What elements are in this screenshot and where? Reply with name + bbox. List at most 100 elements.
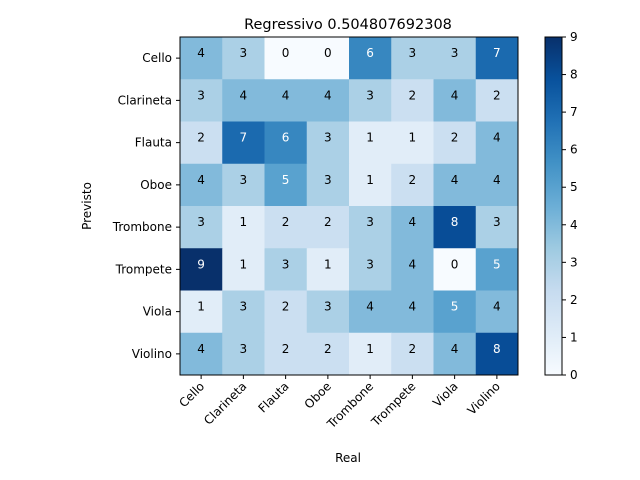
x-tick-label: Viola	[430, 379, 461, 410]
heatmap-cell	[180, 79, 223, 122]
cell-value-label: 3	[409, 46, 417, 60]
cell-value-label: 3	[324, 173, 332, 187]
heatmap-cell	[433, 163, 477, 207]
heatmap-cell	[475, 290, 519, 334]
heatmap-cell	[391, 163, 434, 207]
cell-value-label: 3	[282, 257, 290, 271]
heatmap-cell	[222, 37, 265, 80]
cell-value-label: 2	[197, 131, 205, 145]
cell-value-label: 7	[240, 131, 248, 145]
colorbar-tick-label: 5	[570, 180, 578, 194]
heatmap-cell	[391, 332, 434, 376]
heatmap-cell	[180, 121, 223, 165]
heatmap-cell	[391, 248, 434, 291]
cell-value-label: 8	[451, 215, 459, 229]
heatmap-cell	[222, 332, 265, 376]
y-tick-label: Oboe	[140, 178, 172, 192]
cell-value-label: 3	[240, 342, 248, 356]
heatmap-cell	[391, 290, 434, 334]
cell-value-label: 4	[366, 300, 374, 314]
heatmap-cell	[180, 332, 223, 376]
heatmap-cell	[349, 121, 392, 165]
cell-value-label: 1	[240, 215, 248, 229]
cell-value-label: 5	[493, 257, 501, 271]
y-tick-label: Violino	[132, 347, 172, 361]
cell-value-label: 2	[282, 342, 290, 356]
heatmap-cell	[349, 79, 392, 122]
y-tick-label: Clarineta	[118, 93, 172, 107]
cell-value-label: 4	[197, 342, 205, 356]
cell-value-label: 2	[282, 300, 290, 314]
heatmap-cell	[475, 206, 519, 249]
cell-value-label: 3	[324, 300, 332, 314]
heatmap-cell	[433, 37, 477, 80]
cell-value-label: 3	[240, 46, 248, 60]
cell-value-label: 1	[197, 300, 205, 314]
heatmap-cell	[222, 206, 265, 249]
cell-value-label: 2	[324, 215, 332, 229]
cell-value-label: 4	[240, 88, 248, 102]
heatmap-cell	[475, 332, 519, 376]
colorbar-tick-label: 9	[570, 30, 578, 44]
cell-value-label: 2	[493, 88, 501, 102]
cell-value-label: 2	[282, 215, 290, 229]
cell-value-label: 4	[197, 46, 205, 60]
heatmap-cell	[475, 121, 519, 165]
heatmap-cell	[264, 290, 308, 334]
cell-value-label: 4	[451, 173, 459, 187]
heatmap-cell	[433, 290, 477, 334]
cell-value-label: 6	[366, 46, 374, 60]
chart-title: Regressivo 0.504807692308	[244, 17, 452, 33]
heatmap-cells: 4 3 0 0 6 3 3 7 3 4 4 4 3 2 4 2 2 7 6 3 1 1 2 4 4 3 5 3 1 2 4 4 3 1 2 2 3 4 8 3…	[180, 37, 519, 376]
cell-value-label: 4	[409, 257, 417, 271]
x-tick-label: Oboe	[302, 379, 334, 411]
colorbar-tick-label: 4	[570, 218, 578, 232]
heatmap-cell	[222, 79, 265, 122]
cell-value-label: 4	[282, 88, 290, 102]
colorbar-tick-label: 7	[570, 105, 578, 119]
cell-value-label: 2	[409, 342, 417, 356]
cell-value-label: 4	[451, 88, 459, 102]
heatmap-cell	[264, 248, 308, 291]
cell-value-label: 2	[409, 88, 417, 102]
heatmap-cell	[391, 121, 434, 165]
cell-value-label: 3	[366, 88, 374, 102]
cell-value-label: 3	[493, 215, 501, 229]
heatmap-frame	[179, 36, 519, 376]
y-tick-label: Trombone	[112, 220, 172, 234]
cell-value-label: 0	[451, 257, 459, 271]
cell-value-label: 1	[366, 173, 374, 187]
heatmap-cell	[306, 79, 350, 122]
cell-value-label: 3	[240, 300, 248, 314]
y-tick-label: Flauta	[135, 136, 172, 150]
heatmap-cell	[433, 121, 477, 165]
heatmap-cell	[306, 37, 350, 80]
cell-value-label: 4	[493, 173, 501, 187]
heatmap-cell	[264, 206, 308, 249]
heatmap-cell	[264, 163, 308, 207]
cell-value-label: 3	[197, 215, 205, 229]
heatmap-cell	[475, 248, 519, 291]
colorbar-tick-label: 8	[570, 68, 578, 82]
colorbar-ticks: 0 1 2 3 4 5 6 7 8 9	[562, 30, 578, 382]
cell-value-label: 0	[324, 46, 332, 60]
x-tick-label: Trompete	[368, 379, 418, 429]
x-tick-label: Clarineta	[201, 379, 249, 427]
cell-value-label: 4	[197, 173, 205, 187]
cell-value-label: 8	[493, 342, 501, 356]
heatmap-cell	[306, 332, 350, 376]
colorbar-tick-label: 0	[570, 368, 578, 382]
heatmap-cell	[349, 206, 392, 249]
heatmap-cell	[222, 290, 265, 334]
cell-value-label: 3	[366, 257, 374, 271]
heatmap-cell	[306, 290, 350, 334]
heatmap-cell	[264, 332, 308, 376]
heatmap-cell	[391, 37, 434, 80]
cell-value-label: 4	[324, 88, 332, 102]
heatmap-cell	[222, 248, 265, 291]
heatmap-cell	[264, 121, 308, 165]
cell-value-label: 7	[493, 46, 501, 60]
x-axis-label: Real	[335, 451, 361, 465]
heatmap-cell	[306, 206, 350, 249]
